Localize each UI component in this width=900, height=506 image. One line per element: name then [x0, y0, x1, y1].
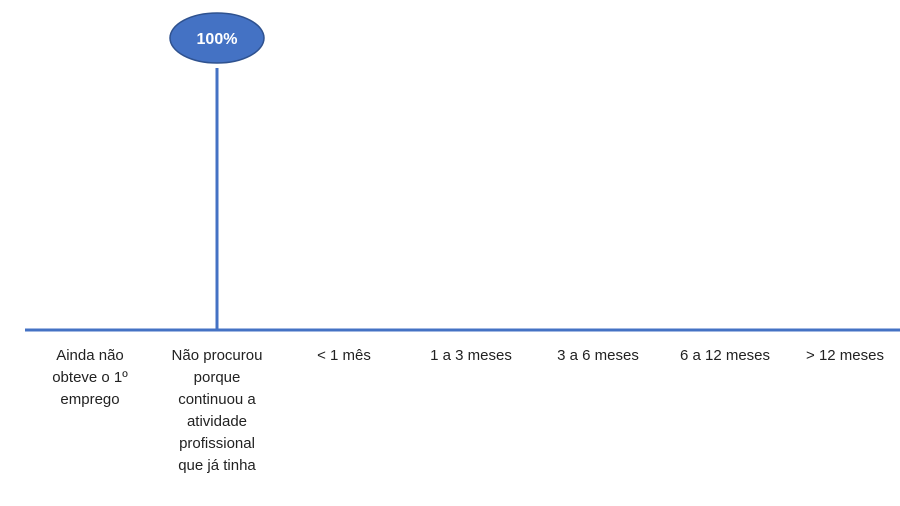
data-label-bubble-1: [169, 12, 265, 64]
x-tick-label-3: 1 a 3 meses: [430, 347, 512, 364]
data-label-1: 100%: [197, 31, 238, 48]
x-tick-label-0: Ainda não obteve o 1º emprego: [52, 347, 128, 408]
x-tick-label-2: < 1 mês: [317, 347, 371, 364]
x-tick-label-6: > 12 meses: [806, 347, 884, 364]
x-tick-label-5: 6 a 12 meses: [679, 347, 771, 364]
x-tick-label-4: 3 a 6 meses: [557, 347, 639, 364]
x-tick-label-1: Não procurou porque continuou a atividad…: [171, 347, 263, 474]
